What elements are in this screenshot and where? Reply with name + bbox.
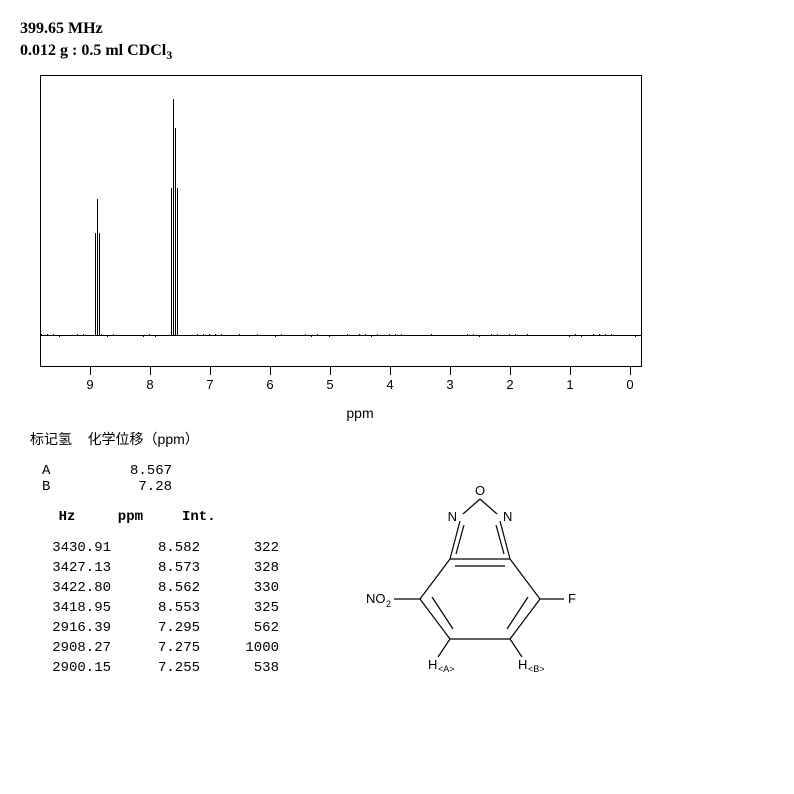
frequency-header: 399.65 MHz bbox=[20, 20, 774, 38]
tick-label: 5 bbox=[326, 377, 333, 392]
peak-row: 2900.157.255538 bbox=[32, 659, 295, 677]
peak-row: 3418.958.553325 bbox=[32, 599, 295, 617]
tick bbox=[450, 367, 451, 375]
mol-no2-sub: 2 bbox=[386, 599, 391, 609]
tick bbox=[570, 367, 571, 375]
spectrum-peak bbox=[99, 233, 100, 336]
molecule-structure: O N N NO 2 F H <A> H <B> bbox=[350, 429, 650, 694]
peak-row: 2916.397.295562 bbox=[32, 619, 295, 637]
tick-label: 2 bbox=[506, 377, 513, 392]
mol-ha-label: H bbox=[428, 657, 437, 672]
tick-label: 4 bbox=[386, 377, 393, 392]
tick-label: 9 bbox=[86, 377, 93, 392]
spectrum-peak bbox=[175, 128, 176, 336]
shift-table: A8.567B7.28 bbox=[42, 463, 350, 495]
tick bbox=[330, 367, 331, 375]
peak-row: 3422.808.562330 bbox=[32, 579, 295, 597]
spectrum-peak bbox=[171, 188, 172, 336]
mol-hb-sub: <B> bbox=[528, 664, 545, 674]
x-axis: 9 8 7 6 5 4 3 2 1 0 bbox=[40, 367, 680, 417]
peak-row: 3427.138.573328 bbox=[32, 559, 295, 577]
peak-row: 3430.918.582322 bbox=[32, 539, 295, 557]
tick-label: 1 bbox=[566, 377, 573, 392]
spectrum-peak bbox=[97, 199, 98, 337]
tick bbox=[270, 367, 271, 375]
tick bbox=[510, 367, 511, 375]
tick-label: 8 bbox=[146, 377, 153, 392]
peak-row: 2908.277.2751000 bbox=[32, 639, 295, 657]
tick-label: 6 bbox=[266, 377, 273, 392]
shift-row: B7.28 bbox=[42, 479, 350, 495]
tick bbox=[90, 367, 91, 375]
tick bbox=[630, 367, 631, 375]
nmr-spectrum bbox=[40, 75, 642, 367]
spectrum-peak bbox=[177, 188, 178, 336]
mol-n2-label: N bbox=[503, 509, 512, 524]
spectrum-peak bbox=[173, 99, 174, 337]
tick-label: 7 bbox=[206, 377, 213, 392]
mol-no2-label: NO bbox=[366, 591, 386, 606]
mol-ha-sub: <A> bbox=[438, 664, 455, 674]
tick bbox=[210, 367, 211, 375]
sample-header: 0.012 g : 0.5 ml CDCl3 bbox=[20, 42, 774, 63]
mol-o-label: O bbox=[475, 483, 485, 498]
mol-f-label: F bbox=[568, 591, 576, 606]
peak-table-header: Hz ppm Int. bbox=[42, 509, 350, 525]
tick-label: 0 bbox=[626, 377, 633, 392]
peak-table: 3430.918.582322 3427.138.573328 3422.808.5… bbox=[30, 537, 297, 679]
spectrum-peak bbox=[95, 233, 96, 336]
shift-row: A8.567 bbox=[42, 463, 350, 479]
mol-hb-label: H bbox=[518, 657, 527, 672]
mol-n1-label: N bbox=[448, 509, 457, 524]
tick-label: 3 bbox=[446, 377, 453, 392]
tick bbox=[150, 367, 151, 375]
tick bbox=[390, 367, 391, 375]
shift-table-header: 标记氢 化学位移（ppm） bbox=[30, 429, 350, 449]
